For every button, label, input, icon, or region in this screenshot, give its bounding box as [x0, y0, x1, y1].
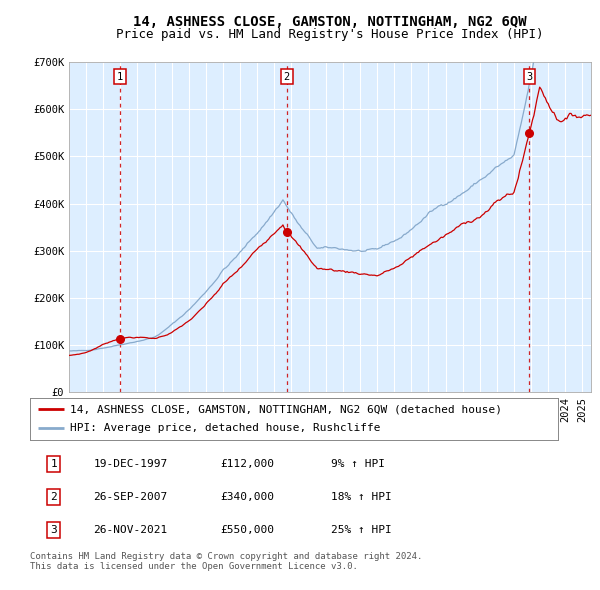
Text: 14, ASHNESS CLOSE, GAMSTON, NOTTINGHAM, NG2 6QW: 14, ASHNESS CLOSE, GAMSTON, NOTTINGHAM, …: [133, 15, 527, 29]
Text: 9% ↑ HPI: 9% ↑ HPI: [331, 459, 385, 469]
Text: 25% ↑ HPI: 25% ↑ HPI: [331, 525, 392, 535]
Text: HPI: Average price, detached house, Rushcliffe: HPI: Average price, detached house, Rush…: [70, 424, 380, 434]
Text: 2: 2: [284, 72, 290, 82]
Text: £112,000: £112,000: [220, 459, 274, 469]
Text: 19-DEC-1997: 19-DEC-1997: [94, 459, 167, 469]
Text: 26-NOV-2021: 26-NOV-2021: [94, 525, 167, 535]
Text: 18% ↑ HPI: 18% ↑ HPI: [331, 492, 392, 502]
Text: 26-SEP-2007: 26-SEP-2007: [94, 492, 167, 502]
Text: Contains HM Land Registry data © Crown copyright and database right 2024.
This d: Contains HM Land Registry data © Crown c…: [30, 552, 422, 571]
Text: 14, ASHNESS CLOSE, GAMSTON, NOTTINGHAM, NG2 6QW (detached house): 14, ASHNESS CLOSE, GAMSTON, NOTTINGHAM, …: [70, 404, 502, 414]
Text: 1: 1: [50, 459, 57, 469]
Text: 1: 1: [117, 72, 123, 82]
Text: £550,000: £550,000: [220, 525, 274, 535]
Text: Price paid vs. HM Land Registry's House Price Index (HPI): Price paid vs. HM Land Registry's House …: [116, 28, 544, 41]
Text: 3: 3: [50, 525, 57, 535]
Text: £340,000: £340,000: [220, 492, 274, 502]
Text: 2: 2: [50, 492, 57, 502]
Text: 3: 3: [526, 72, 533, 82]
